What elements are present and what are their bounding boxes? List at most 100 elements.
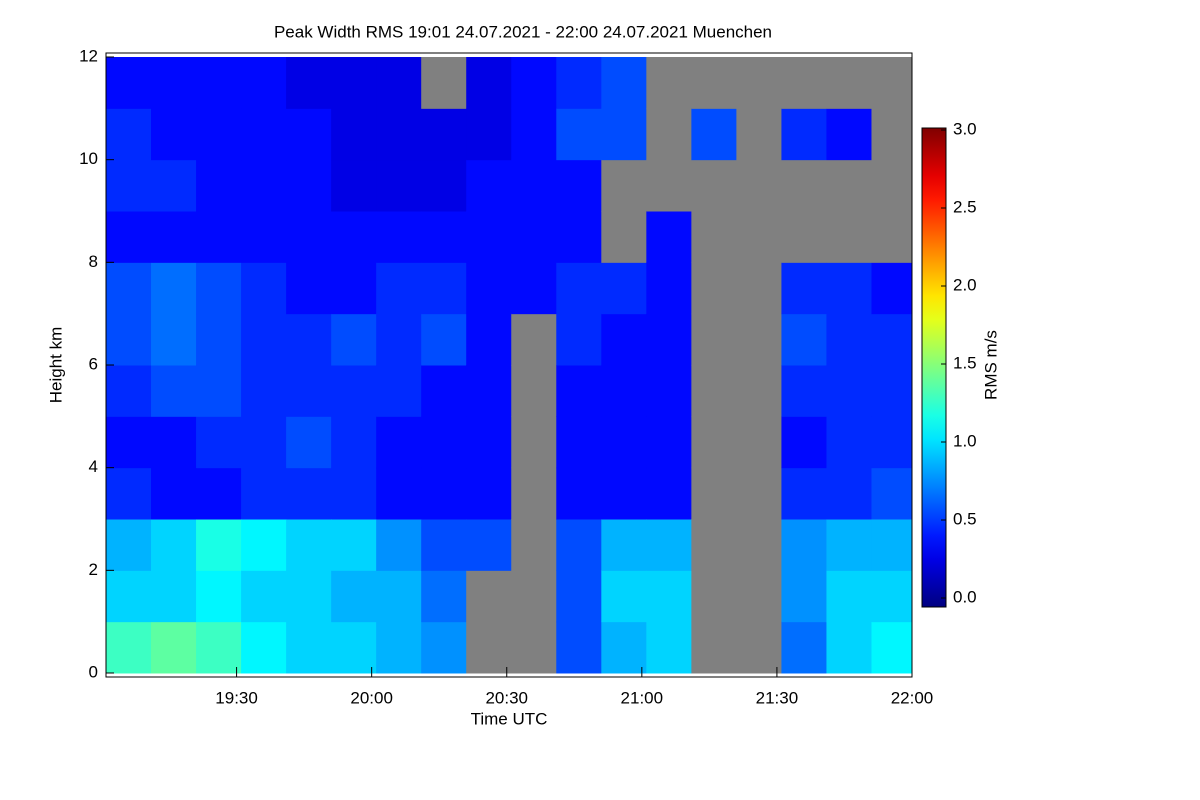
heatmap-cell: [196, 159, 242, 212]
heatmap-cell: [781, 313, 827, 366]
heatmap-cell: [601, 570, 647, 623]
heatmap-cell: [466, 108, 512, 161]
missing-cell: [511, 621, 557, 674]
missing-cell: [736, 467, 782, 520]
x-tick-label: 20:00: [350, 688, 393, 707]
heatmap-cell: [556, 570, 602, 623]
heatmap-cell: [556, 57, 602, 109]
heatmap-cell: [691, 108, 737, 161]
heatmap-cell: [376, 159, 422, 212]
heatmap-cell: [106, 467, 152, 520]
heatmap-cell: [196, 313, 242, 366]
heatmap-cell: [331, 108, 377, 161]
heatmap-cell: [286, 365, 332, 417]
heatmap-cell: [106, 416, 152, 469]
heatmap-cell: [286, 57, 332, 109]
missing-cell: [736, 621, 782, 674]
heatmap-cell: [151, 416, 197, 469]
missing-cell: [736, 159, 782, 212]
missing-cell: [736, 211, 782, 263]
heatmap-cell: [376, 108, 422, 161]
missing-cell: [511, 416, 557, 469]
missing-cell: [781, 159, 827, 212]
heatmap-cell: [466, 519, 512, 571]
heatmap-cell: [601, 621, 647, 674]
missing-cell: [511, 365, 557, 417]
heatmap-cell: [826, 313, 872, 366]
heatmap-cell: [466, 313, 512, 366]
heatmap-cell: [556, 159, 602, 212]
missing-cell: [511, 467, 557, 520]
missing-cell: [601, 211, 647, 263]
heatmap-cell: [826, 108, 872, 161]
heatmap-cell: [826, 467, 872, 520]
heatmap-cell: [556, 519, 602, 571]
missing-cell: [691, 621, 737, 674]
heatmap-cell: [781, 416, 827, 469]
heatmap-cell: [151, 467, 197, 520]
heatmap-cell: [826, 570, 872, 623]
heatmap-cell: [151, 108, 197, 161]
heatmap-cell: [241, 365, 287, 417]
heatmap-cell: [376, 621, 422, 674]
heatmap-cell: [466, 159, 512, 212]
heatmap-cell: [376, 57, 422, 109]
missing-cell: [511, 313, 557, 366]
heatmap-cell: [421, 159, 467, 212]
heatmap-cell: [646, 570, 692, 623]
heatmap-cell: [376, 211, 422, 263]
heatmap-cell: [871, 416, 913, 469]
heatmap-cell: [781, 621, 827, 674]
heatmap-cell: [286, 519, 332, 571]
heatmap-cell: [781, 262, 827, 315]
heatmap-cell: [376, 416, 422, 469]
heatmap-cell: [556, 365, 602, 417]
x-tick-label: 19:30: [215, 688, 258, 707]
y-tick-label: 12: [79, 46, 98, 65]
missing-cell: [691, 365, 737, 417]
missing-cell: [871, 108, 913, 161]
heatmap-cell: [511, 57, 557, 109]
heatmap-cell: [601, 108, 647, 161]
heatmap-cell: [106, 570, 152, 623]
heatmap-cell: [421, 211, 467, 263]
heatmap-cell: [196, 262, 242, 315]
heatmap-cell: [826, 621, 872, 674]
missing-cell: [601, 159, 647, 212]
heatmap-cell: [151, 262, 197, 315]
heatmap-cell: [826, 519, 872, 571]
heatmap-cell: [871, 262, 913, 315]
heatmap-cell: [466, 467, 512, 520]
heatmap-cell: [286, 159, 332, 212]
missing-cell: [421, 57, 467, 109]
heatmap-cell: [781, 467, 827, 520]
heatmap-cell: [421, 108, 467, 161]
heatmap-cell: [871, 519, 913, 571]
heatmap-cell: [241, 621, 287, 674]
missing-cell: [691, 519, 737, 571]
heatmap-cell: [646, 416, 692, 469]
heatmap-cell: [601, 416, 647, 469]
heatmap-cell: [556, 262, 602, 315]
heatmap-cell: [421, 365, 467, 417]
colorbar-tick-label: 1.0: [953, 431, 977, 450]
heatmap-cell: [376, 570, 422, 623]
heatmap-cell: [331, 159, 377, 212]
heatmap-cell: [331, 313, 377, 366]
heatmap-cell: [556, 621, 602, 674]
heatmap-cell: [106, 365, 152, 417]
heatmap-cell: [196, 211, 242, 263]
missing-cell: [826, 211, 872, 263]
heatmap-cell: [286, 570, 332, 623]
heatmap-cell: [286, 467, 332, 520]
x-tick-label: 20:30: [485, 688, 528, 707]
y-tick-label: 2: [89, 560, 98, 579]
missing-cell: [511, 519, 557, 571]
heatmap-cell: [646, 467, 692, 520]
missing-cell: [736, 313, 782, 366]
missing-cell: [691, 57, 737, 109]
heatmap-cell: [601, 57, 647, 109]
heatmap-cell: [466, 416, 512, 469]
heatmap-cell: [241, 570, 287, 623]
